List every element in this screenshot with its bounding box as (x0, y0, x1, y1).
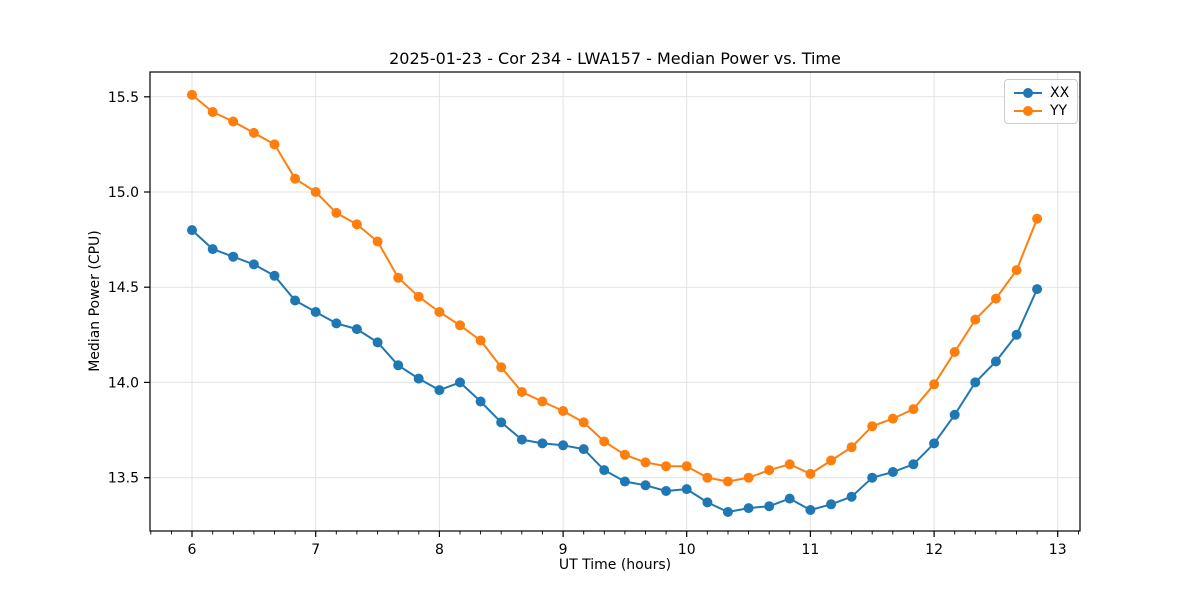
legend: XX YY (1004, 79, 1079, 124)
svg-text:7: 7 (311, 542, 320, 558)
svg-text:12: 12 (925, 542, 943, 558)
svg-text:6: 6 (188, 542, 197, 558)
svg-text:15.5: 15.5 (108, 90, 139, 106)
chart-title: 2025-01-23 - Cor 234 - LWA157 - Median P… (389, 49, 841, 68)
x-axis-label: UT Time (hours) (558, 557, 672, 573)
svg-text:11: 11 (801, 542, 819, 558)
legend-line-marker-icon (1013, 104, 1043, 118)
legend-item-yy: YY (1013, 102, 1069, 119)
svg-text:10: 10 (678, 542, 696, 558)
svg-text:13: 13 (1049, 542, 1067, 558)
y-axis-label: Median Power (CPU) (87, 230, 103, 372)
svg-text:15.0: 15.0 (108, 185, 139, 201)
svg-text:14.0: 14.0 (108, 375, 139, 391)
legend-line-marker-icon (1013, 86, 1043, 100)
svg-text:13.5: 13.5 (108, 471, 139, 487)
svg-text:9: 9 (559, 542, 568, 558)
legend-label-xx: XX (1050, 84, 1070, 101)
svg-text:8: 8 (435, 542, 444, 558)
legend-item-xx: XX (1013, 84, 1069, 101)
legend-label-yy: YY (1050, 102, 1068, 119)
svg-text:14.5: 14.5 (108, 280, 139, 296)
